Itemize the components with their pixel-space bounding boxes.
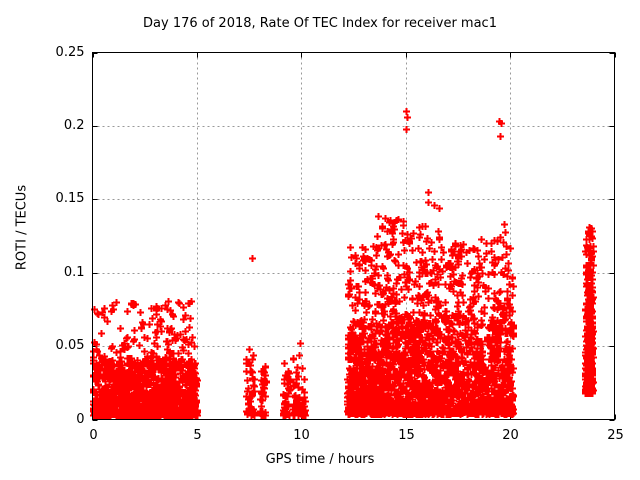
x-tick-label: 10 xyxy=(293,427,310,443)
x-tick-label: 20 xyxy=(502,427,519,443)
data-points xyxy=(90,108,597,419)
x-tick-label: 15 xyxy=(398,427,415,443)
x-axis-label: GPS time / hours xyxy=(265,452,375,467)
y-tick-label: 0.05 xyxy=(55,337,85,353)
x-tick-label: 0 xyxy=(89,427,98,443)
scatter-series-roti xyxy=(90,108,597,419)
y-tick-label: 0.25 xyxy=(55,44,85,60)
x-tick-label: 25 xyxy=(607,427,624,443)
y-tick-label: 0.2 xyxy=(63,117,85,133)
page-title: Day 176 of 2018, Rate Of TEC Index for r… xyxy=(143,16,497,31)
y-tick-label: 0 xyxy=(76,411,85,427)
y-tick-label: 0.15 xyxy=(55,190,85,206)
x-tick-label: 5 xyxy=(193,427,202,443)
y-tick-label: 0.1 xyxy=(63,264,85,280)
plot-frame xyxy=(92,52,615,420)
